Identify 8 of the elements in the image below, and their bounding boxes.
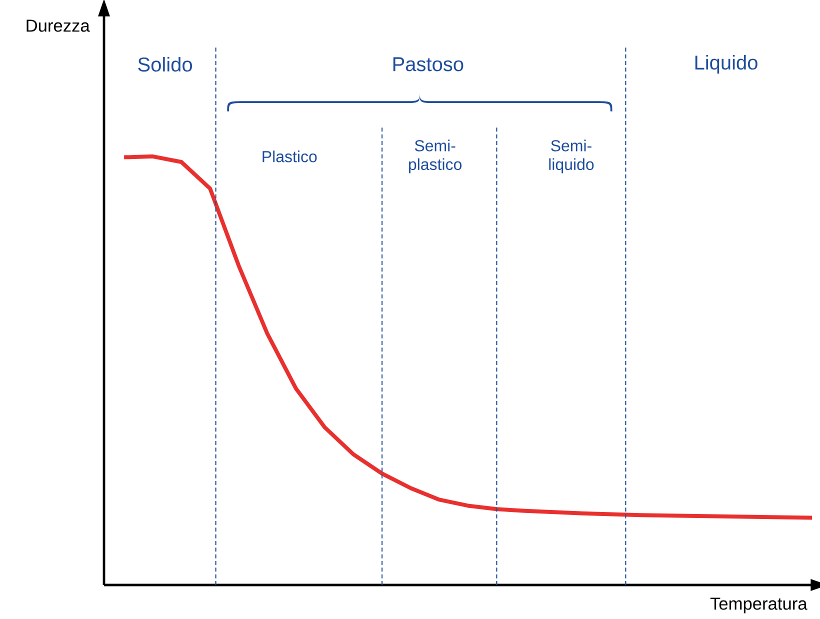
annotation: Semi-plastico xyxy=(408,140,462,174)
text: Solido xyxy=(138,56,192,72)
text: Durezza xyxy=(26,20,90,32)
text: Pastoso xyxy=(393,57,464,72)
text: Liquido xyxy=(695,54,758,74)
annotation: Semi-liquido xyxy=(549,140,594,174)
x-axis-title: Temperatura xyxy=(710,598,808,614)
annotation: Plastico xyxy=(262,150,317,162)
